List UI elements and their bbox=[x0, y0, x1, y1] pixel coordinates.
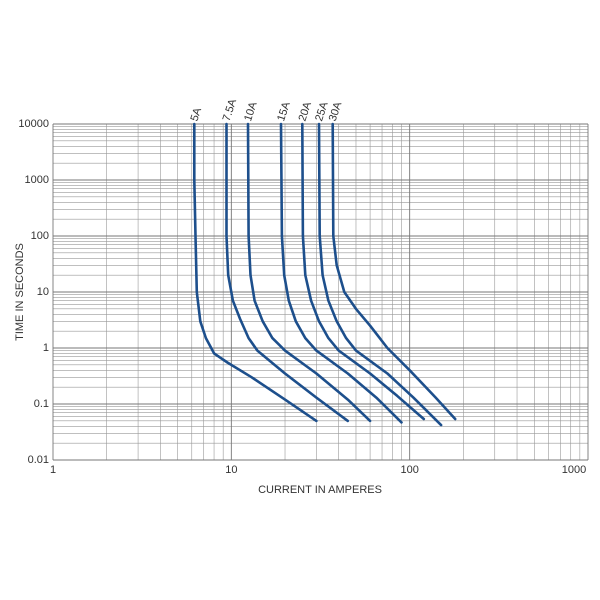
fuse-curve bbox=[193, 122, 318, 423]
x-axis-title: CURRENT IN AMPERES bbox=[258, 484, 382, 496]
y-tick-label: 1000 bbox=[25, 174, 49, 186]
fuse-curve bbox=[246, 122, 372, 423]
series-label: 10A bbox=[242, 100, 260, 123]
fuse-curve bbox=[331, 122, 457, 421]
x-tick-label: 100 bbox=[400, 464, 418, 476]
x-tick-label: 10 bbox=[225, 464, 237, 476]
y-tick-label: 0.1 bbox=[34, 398, 49, 410]
y-tick-label: 10 bbox=[37, 286, 49, 298]
series-label: 30A bbox=[327, 100, 345, 123]
series-label: 15A bbox=[275, 100, 293, 123]
fuse-curve bbox=[301, 122, 426, 421]
series-label: 7.5A bbox=[221, 97, 240, 123]
y-tick-label: 1 bbox=[43, 342, 49, 354]
y-tick-label: 0.01 bbox=[28, 454, 49, 466]
y-tick-label: 10000 bbox=[18, 118, 49, 130]
fuse-curve bbox=[317, 122, 443, 427]
fuse-curve bbox=[279, 122, 403, 424]
y-tick-label: 100 bbox=[31, 230, 49, 242]
y-axis-title: TIME IN SECONDS bbox=[14, 243, 26, 341]
series-label: 25A bbox=[313, 100, 331, 123]
x-tick-label: 1 bbox=[50, 464, 56, 476]
x-tick-label: 1000 bbox=[562, 464, 586, 476]
fuse-curve bbox=[225, 122, 350, 423]
series-label: 5A bbox=[189, 106, 205, 123]
series-label: 20A bbox=[297, 100, 315, 123]
